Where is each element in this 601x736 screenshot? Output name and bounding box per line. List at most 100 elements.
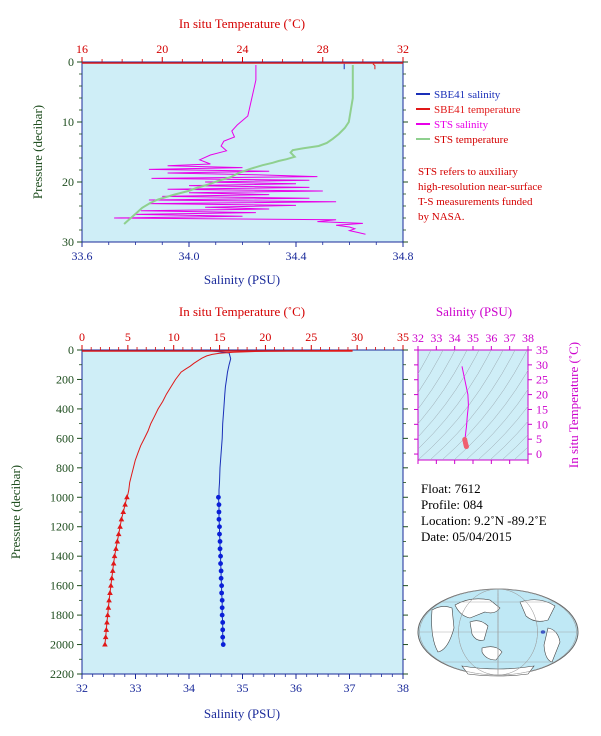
salinity-tick-label: 38 <box>397 681 409 695</box>
location: Location: 9.2˚N -89.2˚E <box>421 513 547 528</box>
salinity-tick-label: 34.0 <box>179 249 200 263</box>
salinity-tick-label: 34.4 <box>286 249 307 263</box>
temperature-tick-label: 32 <box>397 42 409 56</box>
salinity-point <box>219 590 225 596</box>
map-australia <box>481 646 503 661</box>
salinity-point <box>219 597 225 603</box>
salinity-point <box>217 546 223 552</box>
salinity-tick-label: 33.6 <box>72 249 93 263</box>
salinity-point <box>219 605 225 611</box>
salinity-point <box>220 620 226 625</box>
ts-isoline <box>418 350 492 450</box>
pressure-tick-label: 1200 <box>50 520 74 534</box>
top-axes: 33.6 34.0 34.4 34.8 16 20 24 28 32 0 10 20 30 <box>62 42 414 263</box>
sts-note: STS refers to auxiliary high-resolution n… <box>418 166 542 223</box>
salinity-point <box>217 524 222 530</box>
ts-temperature-tick-label: 35 <box>536 343 548 357</box>
top-salinity-axis-title: Salinity (PSU) <box>204 272 280 287</box>
temperature-tick-label: 16 <box>76 42 88 56</box>
pressure-tick-label: 1400 <box>50 549 74 563</box>
salinity-point <box>219 612 225 618</box>
pressure-tick-label: 2000 <box>50 638 74 652</box>
salinity-tick-label: 32 <box>76 681 88 695</box>
ts-temperature-tick-label: 30 <box>536 358 548 372</box>
temperature-point <box>115 531 122 537</box>
salinity-tick-label: 35 <box>237 681 249 695</box>
salinity-point <box>216 494 221 500</box>
bottom-temperature-axis-title: In situ Temperature (˚C) <box>179 304 305 319</box>
map-longitude-line <box>419 588 577 676</box>
temperature-point <box>108 582 114 588</box>
salinity-point <box>216 509 222 515</box>
ts-isoline <box>418 350 480 438</box>
ts-isoline <box>418 350 456 410</box>
salinity-point <box>218 553 223 559</box>
top-chart: 33.6 34.0 34.4 34.8 16 20 24 28 32 0 10 20 30 In sit… <box>30 16 414 287</box>
ts-temperature-tick-label: 20 <box>536 388 548 402</box>
salinity-point <box>218 568 224 574</box>
temperature-tick-label: 24 <box>237 42 249 56</box>
ts-salinity-tick-label: 36 <box>485 331 497 345</box>
ts-salinity-tick-label: 34 <box>449 331 461 345</box>
ts-temperature-tick-label: 0 <box>536 447 542 461</box>
salinity-tick-label: 34.8 <box>393 249 414 263</box>
profile-number: Profile: 084 <box>421 497 483 512</box>
pressure-tick-label: 200 <box>56 372 74 386</box>
ts-isoline <box>418 350 468 424</box>
pressure-tick-label: 0 <box>68 55 74 69</box>
top-sbe41-temperature-line <box>372 63 376 70</box>
pressure-tick-label: 1000 <box>50 490 74 504</box>
top-legend: SBE41 salinity SBE41 temperature STS salin… <box>416 89 521 146</box>
temperature-point <box>118 516 125 522</box>
float-info: Float: 7612 Profile: 084 Location: 9.2˚N… <box>421 481 547 544</box>
temperature-tick-label: 25 <box>305 330 317 344</box>
salinity-tick-label: 36 <box>290 681 302 695</box>
top-temperature-axis-title: In situ Temperature (˚C) <box>179 16 305 31</box>
pressure-tick-label: 2200 <box>50 667 74 681</box>
float-location-marker: * <box>540 628 546 640</box>
pressure-tick-label: 1800 <box>50 608 74 622</box>
temperature-point <box>114 538 121 544</box>
ts-temperature-tick-label: 5 <box>536 432 542 446</box>
pressure-tick-label: 800 <box>56 461 74 475</box>
ts-salinity-tick-label: 33 <box>430 331 442 345</box>
ts-isoline <box>477 405 528 460</box>
pressure-tick-label: 1600 <box>50 579 74 593</box>
note-line: T-S measurements funded <box>418 196 533 208</box>
legend-label: SBE41 temperature <box>434 104 521 116</box>
legend-label: STS temperature <box>434 134 508 146</box>
temperature-point <box>109 575 115 581</box>
ts-salinity-tick-label: 35 <box>467 331 479 345</box>
ts-salinity-tick-label: 37 <box>504 331 516 345</box>
top-sts-salinity-line <box>114 65 366 235</box>
map-graticule <box>419 588 577 676</box>
note-line: STS refers to auxiliary <box>418 166 518 178</box>
temperature-point <box>104 619 110 625</box>
temperature-point <box>110 560 117 566</box>
ts-deep-point <box>463 444 469 450</box>
temperature-tick-label: 30 <box>351 330 363 344</box>
temperature-tick-label: 35 <box>397 330 409 344</box>
temperature-point <box>109 567 116 573</box>
ts-isoline <box>489 420 528 460</box>
salinity-point <box>218 575 224 581</box>
pressure-tick-label: 10 <box>62 115 74 129</box>
pressure-tick-label: 30 <box>62 235 74 249</box>
salinity-point <box>217 531 222 537</box>
temperature-tick-label: 0 <box>79 330 85 344</box>
legend-label: SBE41 salinity <box>434 89 501 101</box>
temperature-tick-label: 10 <box>168 330 180 344</box>
pressure-tick-label: 600 <box>56 431 74 445</box>
temperature-point <box>124 494 130 500</box>
top-pressure-axis-title: Pressure (decibar) <box>30 105 45 199</box>
pressure-tick-label: 0 <box>68 343 74 357</box>
salinity-point <box>218 561 223 566</box>
bottom-plot-area <box>81 349 404 675</box>
ts-curve-line <box>461 366 469 440</box>
bottom-axes: 32 33 34 35 36 37 38 0 5 10 15 20 25 30 35 0 200 400 600 80… <box>50 330 409 695</box>
ts-isoline <box>418 350 504 460</box>
temperature-point <box>107 590 113 595</box>
temperature-point <box>105 604 112 610</box>
